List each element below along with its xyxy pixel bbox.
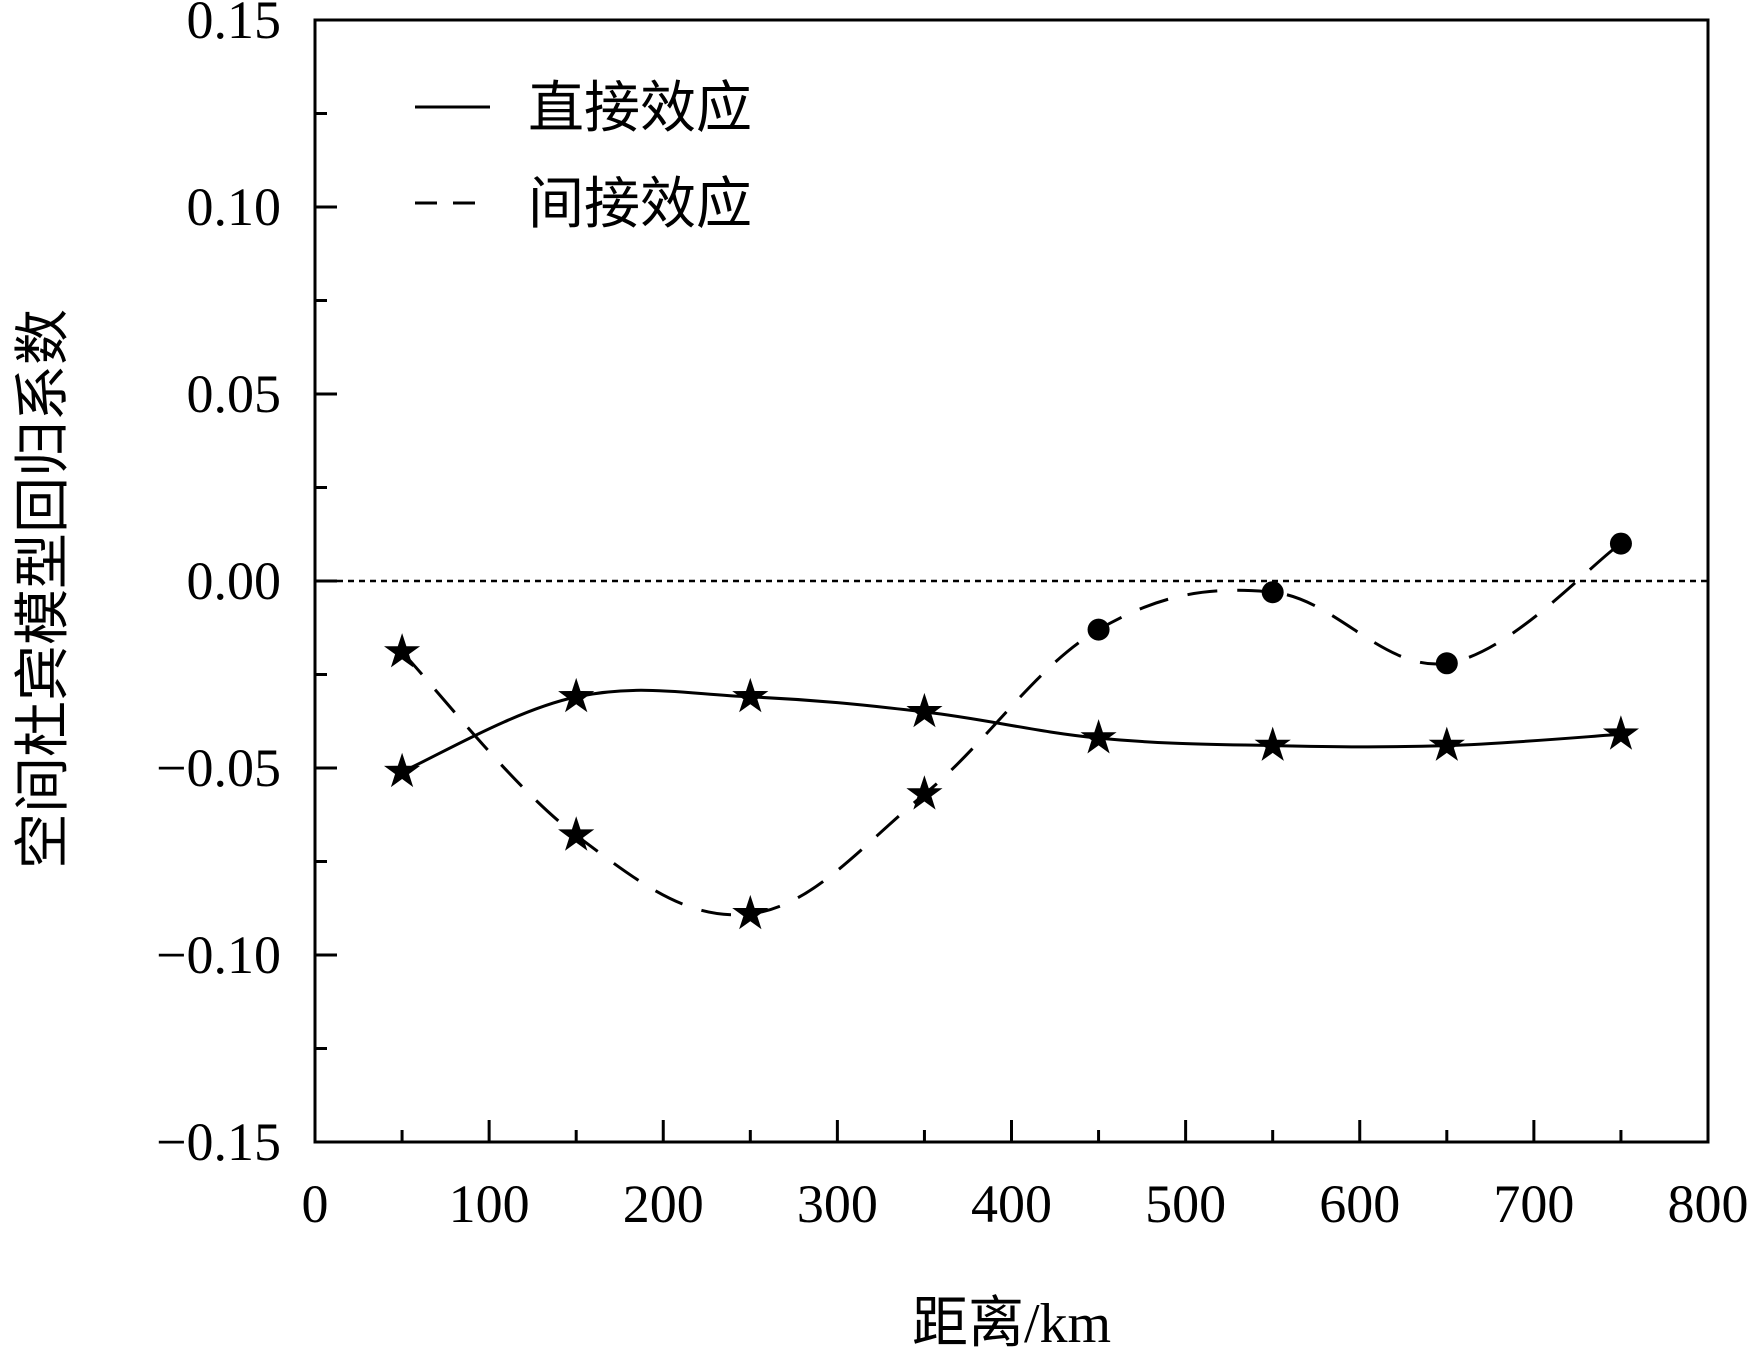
y-tick-label: −0.15 [156, 1112, 281, 1172]
data-point-direct [732, 677, 769, 713]
x-axis-title: 距离/km [912, 1293, 1111, 1351]
x-tick-label: 100 [449, 1174, 530, 1234]
data-point-direct [1254, 726, 1291, 761]
data-point-direct [558, 677, 595, 713]
y-tick-label: 0.05 [187, 364, 282, 424]
data-point-direct [1602, 715, 1639, 750]
legend-label-indirect: 间接效应 [528, 174, 752, 236]
data-point-indirect [1261, 581, 1284, 604]
x-tick-label: 200 [623, 1174, 704, 1234]
y-axis-title: 空间杜宾模型回归系数 [13, 309, 75, 869]
legend: 直接效应 间接效应 [415, 78, 752, 236]
axis-tick-labels: 0 100 200 300 400 500 600 700 800 −0.15 −0.10 −0.05… [156, 0, 1748, 1234]
data-point-indirect [732, 894, 769, 930]
data-point-direct [1428, 726, 1465, 761]
series-layer [401, 542, 1622, 917]
data-point-direct [906, 692, 943, 728]
series-line-indirect [401, 542, 1622, 917]
marker-layer [384, 532, 1639, 930]
x-tick-label: 700 [1493, 1174, 1574, 1234]
y-tick-label: −0.05 [156, 738, 281, 798]
x-tick-label: 400 [971, 1174, 1052, 1234]
y-tick-label: 0.00 [187, 551, 282, 611]
x-tick-label: 600 [1319, 1174, 1400, 1234]
legend-label-direct: 直接效应 [528, 78, 752, 140]
data-point-direct [1080, 719, 1117, 754]
x-tick-label: 0 [302, 1174, 329, 1234]
data-point-indirect [384, 633, 421, 668]
plot-frame [313, 18, 1710, 1144]
x-tick-label: 800 [1668, 1174, 1749, 1234]
x-tick-label: 300 [797, 1174, 878, 1234]
data-point-direct [384, 752, 421, 788]
data-point-indirect [1609, 532, 1632, 555]
data-point-indirect [1087, 618, 1110, 641]
y-tick-label: 0.10 [187, 177, 282, 237]
data-point-indirect [1435, 652, 1458, 675]
y-tick-label: 0.15 [187, 0, 282, 50]
series-line-direct [401, 688, 1622, 774]
data-point-indirect [906, 775, 943, 810]
x-tick-label: 500 [1145, 1174, 1226, 1234]
y-tick-label: −0.10 [156, 925, 281, 985]
data-point-indirect [558, 816, 595, 851]
